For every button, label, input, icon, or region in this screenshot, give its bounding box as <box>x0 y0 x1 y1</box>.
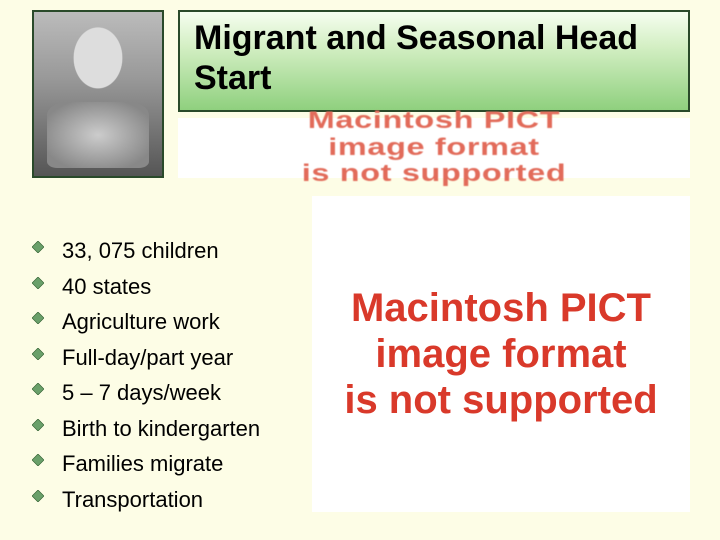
bullet-list: 33, 075 children 40 states Agriculture w… <box>32 237 302 521</box>
diamond-bullet-icon <box>32 454 46 468</box>
bullet-text: Transportation <box>62 486 203 514</box>
slide-title: Migrant and Seasonal Head Start <box>194 18 674 98</box>
bullet-text: 33, 075 children <box>62 237 219 265</box>
bullet-text: Families migrate <box>62 450 223 478</box>
pict-large-line1: Macintosh PICT <box>351 286 651 330</box>
bullet-text: Full-day/part year <box>62 344 233 372</box>
bullet-text: Agriculture work <box>62 308 220 336</box>
diamond-bullet-icon <box>32 312 46 326</box>
list-item: 40 states <box>32 273 302 301</box>
title-container: Migrant and Seasonal Head Start <box>178 10 690 112</box>
list-item: Transportation <box>32 486 302 514</box>
bullet-text: 5 – 7 days/week <box>62 379 221 407</box>
child-photo <box>32 10 164 178</box>
pict-error-small: Macintosh PICT image format is not suppo… <box>178 118 690 178</box>
pict-error-small-text: Macintosh PICT image format is not suppo… <box>302 108 567 187</box>
pict-error-large: Macintosh PICT image format is not suppo… <box>312 196 690 512</box>
child-photo-image <box>34 12 162 176</box>
list-item: 33, 075 children <box>32 237 302 265</box>
diamond-bullet-icon <box>32 383 46 397</box>
pict-small-line1: Macintosh PICT <box>308 107 560 134</box>
bullet-text: Birth to kindergarten <box>62 415 260 443</box>
pict-error-large-text: Macintosh PICT image format is not suppo… <box>344 285 657 423</box>
diamond-bullet-icon <box>32 241 46 255</box>
pict-small-line2: image format <box>328 134 540 161</box>
list-item: 5 – 7 days/week <box>32 379 302 407</box>
diamond-bullet-icon <box>32 419 46 433</box>
bullet-text: 40 states <box>62 273 151 301</box>
list-item: Full-day/part year <box>32 344 302 372</box>
pict-large-line3: is not supported <box>344 378 657 422</box>
diamond-bullet-icon <box>32 348 46 362</box>
list-item: Agriculture work <box>32 308 302 336</box>
diamond-bullet-icon <box>32 490 46 504</box>
diamond-bullet-icon <box>32 277 46 291</box>
list-item: Birth to kindergarten <box>32 415 302 443</box>
pict-large-line2: image format <box>375 332 626 376</box>
list-item: Families migrate <box>32 450 302 478</box>
pict-small-line3: is not supported <box>302 160 567 187</box>
